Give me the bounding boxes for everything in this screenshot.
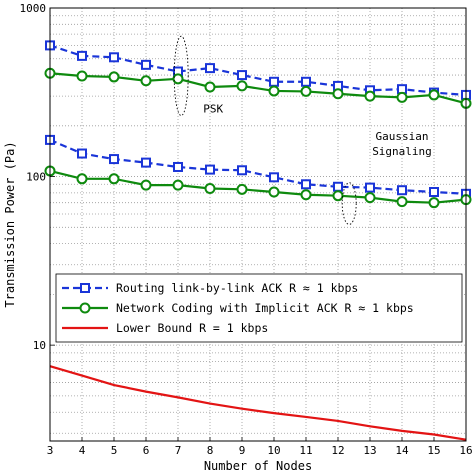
data-point [300, 189, 312, 201]
annotation-label: Signaling [372, 145, 432, 158]
x-tick-label: 6 [143, 444, 150, 457]
data-point [204, 81, 216, 93]
data-point [77, 148, 87, 159]
legend-label: Network Coding with Implicit ACK R ≈ 1 k… [116, 301, 414, 315]
data-point [141, 59, 151, 70]
data-point [332, 88, 344, 100]
legend-label: Lower Bound R = 1 kbps [116, 321, 268, 335]
annotation-label: PSK [203, 102, 223, 115]
x-tick-label: 13 [363, 444, 376, 457]
data-point [269, 172, 279, 183]
data-point [173, 161, 183, 172]
x-tick-label: 8 [207, 444, 214, 457]
legend-box [55, 273, 463, 343]
legend: Routing link-by-link ACK R ≈ 1 kbps Netwo… [55, 273, 463, 343]
y-axis-label: Transmission Power (Pa) [3, 141, 17, 307]
data-point [236, 80, 248, 92]
data-point [365, 182, 375, 193]
data-point [237, 165, 247, 176]
data-point [428, 197, 440, 209]
x-tick-label: 11 [299, 444, 312, 457]
annotation-layer: PSK Gaussian Signaling [173, 35, 432, 225]
data-point [396, 196, 408, 208]
data-point [301, 76, 311, 87]
data-point [237, 70, 247, 81]
x-tick-label: 3 [47, 444, 54, 457]
series-layer [44, 40, 472, 441]
legend-marker [80, 283, 90, 293]
data-point [332, 190, 344, 202]
x-tick-label: 7 [175, 444, 182, 457]
data-point [364, 192, 376, 204]
data-point [140, 179, 152, 191]
x-tick-label: 5 [111, 444, 118, 457]
data-point [140, 75, 152, 87]
data-point [205, 164, 215, 175]
x-tick-label: 14 [395, 444, 409, 457]
x-tick-labels: 3 4 5 6 7 8 9 10 11 12 13 14 15 16 [47, 437, 473, 457]
legend-marker [79, 302, 91, 314]
grouping-ellipse [341, 182, 357, 225]
y-tick-label: 1000 [20, 2, 47, 15]
annotation-label: Gaussian [376, 130, 429, 143]
series-line [49, 44, 467, 97]
data-point [333, 181, 343, 192]
series-line [49, 138, 467, 195]
data-point [109, 154, 119, 165]
data-point [269, 76, 279, 87]
x-tick-label: 12 [331, 444, 344, 457]
data-point [429, 186, 439, 197]
grouping-ellipse [173, 35, 189, 117]
data-point [397, 185, 407, 196]
y-tick-label: 10 [33, 339, 46, 352]
series-4 [49, 365, 467, 441]
data-point [300, 85, 312, 97]
data-point [141, 157, 151, 168]
data-point [76, 173, 88, 185]
data-point [76, 70, 88, 82]
series-line [49, 365, 467, 441]
data-point [204, 182, 216, 194]
legend-label: Routing link-by-link ACK R ≈ 1 kbps [116, 281, 358, 295]
data-point [172, 73, 184, 85]
y-tick-labels: 10 100 1000 [20, 2, 55, 352]
data-point [108, 173, 120, 185]
y-tick-label: 100 [26, 171, 46, 184]
series-0 [45, 40, 471, 100]
data-point [396, 91, 408, 103]
plot-frame [49, 7, 467, 442]
data-point [109, 52, 119, 63]
data-point [268, 85, 280, 97]
data-point [364, 90, 376, 102]
data-point [172, 179, 184, 191]
x-tick-label: 9 [239, 444, 246, 457]
data-point [301, 179, 311, 190]
x-tick-label: 10 [267, 444, 280, 457]
data-point [428, 89, 440, 101]
data-point [108, 71, 120, 83]
series-3 [44, 165, 472, 209]
x-axis-label: Number of Nodes [204, 459, 312, 473]
x-tick-label: 16 [459, 444, 472, 457]
data-point [205, 63, 215, 74]
data-point [77, 50, 87, 61]
x-tick-label: 4 [79, 444, 86, 457]
x-tick-label: 15 [427, 444, 440, 457]
data-point [236, 183, 248, 195]
data-point [268, 186, 280, 198]
